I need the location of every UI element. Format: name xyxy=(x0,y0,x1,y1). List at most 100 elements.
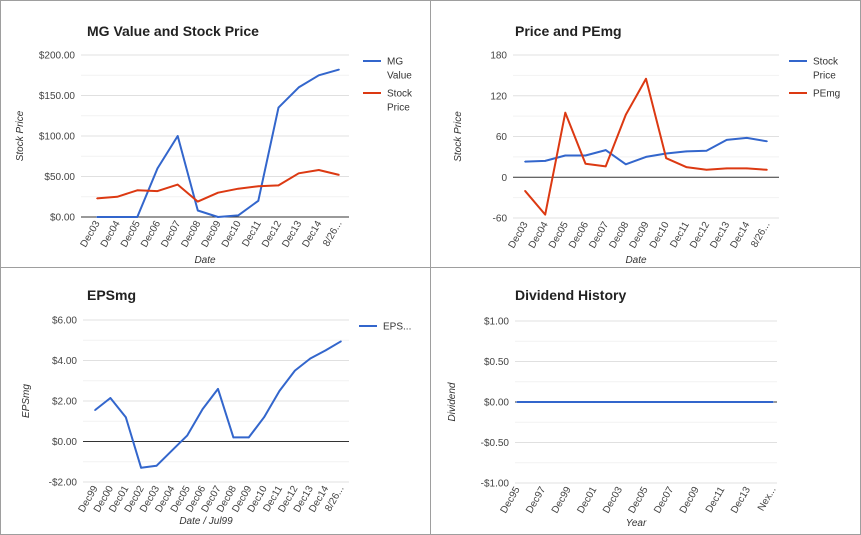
y-axis-label: Stock Price xyxy=(453,111,464,162)
y-tick-label: $50.00 xyxy=(44,172,75,183)
x-tick-label: Dec14 xyxy=(300,219,324,250)
y-tick-label: 120 xyxy=(490,91,507,102)
data-point xyxy=(186,434,189,437)
data-point xyxy=(140,467,142,469)
data-point xyxy=(766,140,768,143)
data-point xyxy=(746,137,748,139)
data-point xyxy=(338,174,340,176)
x-axis-label: Date xyxy=(625,255,647,266)
data-point xyxy=(564,111,567,114)
x-tick-label: Dec13 xyxy=(729,485,753,516)
data-point xyxy=(278,390,281,392)
data-point xyxy=(171,449,173,452)
chart-title: MG Value and Stock Price xyxy=(87,23,259,39)
data-point xyxy=(136,216,139,218)
legend-label: PEmg xyxy=(813,89,840,100)
data-point xyxy=(766,168,768,171)
chart-panel-dividend-history: Dividend History -$1.00 -$0.50 $0.00 $0.50 $1… xyxy=(430,267,861,535)
chart-title: Price and PEmg xyxy=(515,23,622,39)
data-point xyxy=(746,167,748,170)
data-point xyxy=(685,150,688,153)
data-point xyxy=(277,184,280,187)
legend-label: Stock xyxy=(387,89,413,100)
x-tick-label: Dec05 xyxy=(627,485,651,516)
data-point xyxy=(541,401,544,403)
chart-title: Dividend History xyxy=(515,287,626,303)
data-point xyxy=(544,213,546,216)
data-point xyxy=(217,216,219,218)
data-point xyxy=(116,216,118,218)
x-tick-label: Dec03 xyxy=(601,485,625,516)
data-point xyxy=(257,200,260,202)
chart-mg-value-stock-price: MG Value and Stock Price $0.00 $50.00 $100.… xyxy=(15,23,413,266)
data-point xyxy=(644,401,646,403)
y-tick-label: $0.00 xyxy=(52,437,77,448)
data-point xyxy=(136,189,139,192)
data-point xyxy=(705,168,708,171)
x-tick-label: Nex... xyxy=(756,485,779,513)
data-point xyxy=(232,436,235,439)
data-point xyxy=(338,68,340,71)
data-point xyxy=(257,185,260,188)
x-tick-label: Dec10 xyxy=(220,219,244,250)
data-point xyxy=(669,401,672,403)
x-tick-label: Dec01 xyxy=(575,485,599,516)
legend-label: Value xyxy=(387,71,412,82)
data-point xyxy=(544,160,546,162)
legend-label: Price xyxy=(387,103,410,114)
data-point xyxy=(297,172,300,175)
data-point xyxy=(116,195,118,198)
data-point xyxy=(247,436,250,439)
data-point xyxy=(217,191,219,194)
legend-label: Price xyxy=(813,71,836,82)
chart-title: EPSmg xyxy=(87,287,136,303)
data-point xyxy=(625,113,627,116)
y-tick-label: $4.00 xyxy=(52,356,77,367)
data-point xyxy=(524,190,526,192)
data-point xyxy=(277,106,280,109)
data-point xyxy=(309,357,312,360)
chart-dividend-history: Dividend History -$1.00 -$0.50 $0.00 $0.50 $1… xyxy=(447,287,779,529)
x-tick-label: Dec11 xyxy=(704,485,728,515)
y-tick-label: $0.00 xyxy=(50,213,75,224)
y-tick-label: $0.50 xyxy=(484,357,509,368)
data-point xyxy=(725,167,728,170)
data-point xyxy=(618,401,621,403)
data-point xyxy=(124,416,127,418)
y-tick-label: $0.00 xyxy=(484,398,509,409)
data-point xyxy=(201,408,204,410)
x-tick-label: 8/26... xyxy=(321,219,344,249)
chart-epsmg: EPSmg-$2.00$0.00$2.00$4.00$6.00Dec99Dec0… xyxy=(21,287,411,527)
x-tick-label: Dec97 xyxy=(524,485,548,516)
y-tick-label: -$2.00 xyxy=(49,478,78,489)
legend-label: Stock xyxy=(813,57,839,68)
y-tick-label: 60 xyxy=(496,132,508,143)
data-point xyxy=(625,163,627,166)
data-point xyxy=(725,139,728,141)
data-point xyxy=(746,401,749,403)
data-point xyxy=(584,154,587,157)
y-tick-label: $6.00 xyxy=(52,316,77,327)
data-point xyxy=(318,74,320,77)
data-point xyxy=(340,340,342,343)
x-tick-label: Dec99 xyxy=(550,485,574,516)
y-tick-label: $2.00 xyxy=(52,397,77,408)
y-tick-label: $100.00 xyxy=(39,132,76,143)
data-point xyxy=(263,416,265,418)
y-tick-label: $150.00 xyxy=(39,91,76,102)
data-point xyxy=(197,209,199,212)
data-point xyxy=(156,167,159,170)
x-axis-label: Date xyxy=(194,255,216,266)
data-point xyxy=(156,190,159,192)
data-point xyxy=(564,154,567,157)
data-point xyxy=(604,149,607,151)
data-point xyxy=(94,409,96,411)
data-point xyxy=(109,397,112,399)
data-point xyxy=(197,200,199,203)
chart-price-pemg: Price and PEmg-60060120180Dec03Dec04Dec0… xyxy=(453,23,840,266)
legend-label: EPS... xyxy=(383,322,411,333)
data-point xyxy=(318,169,320,171)
data-point xyxy=(324,349,327,352)
x-axis-label: Date / Jul99 xyxy=(179,516,233,527)
data-point xyxy=(176,135,179,137)
